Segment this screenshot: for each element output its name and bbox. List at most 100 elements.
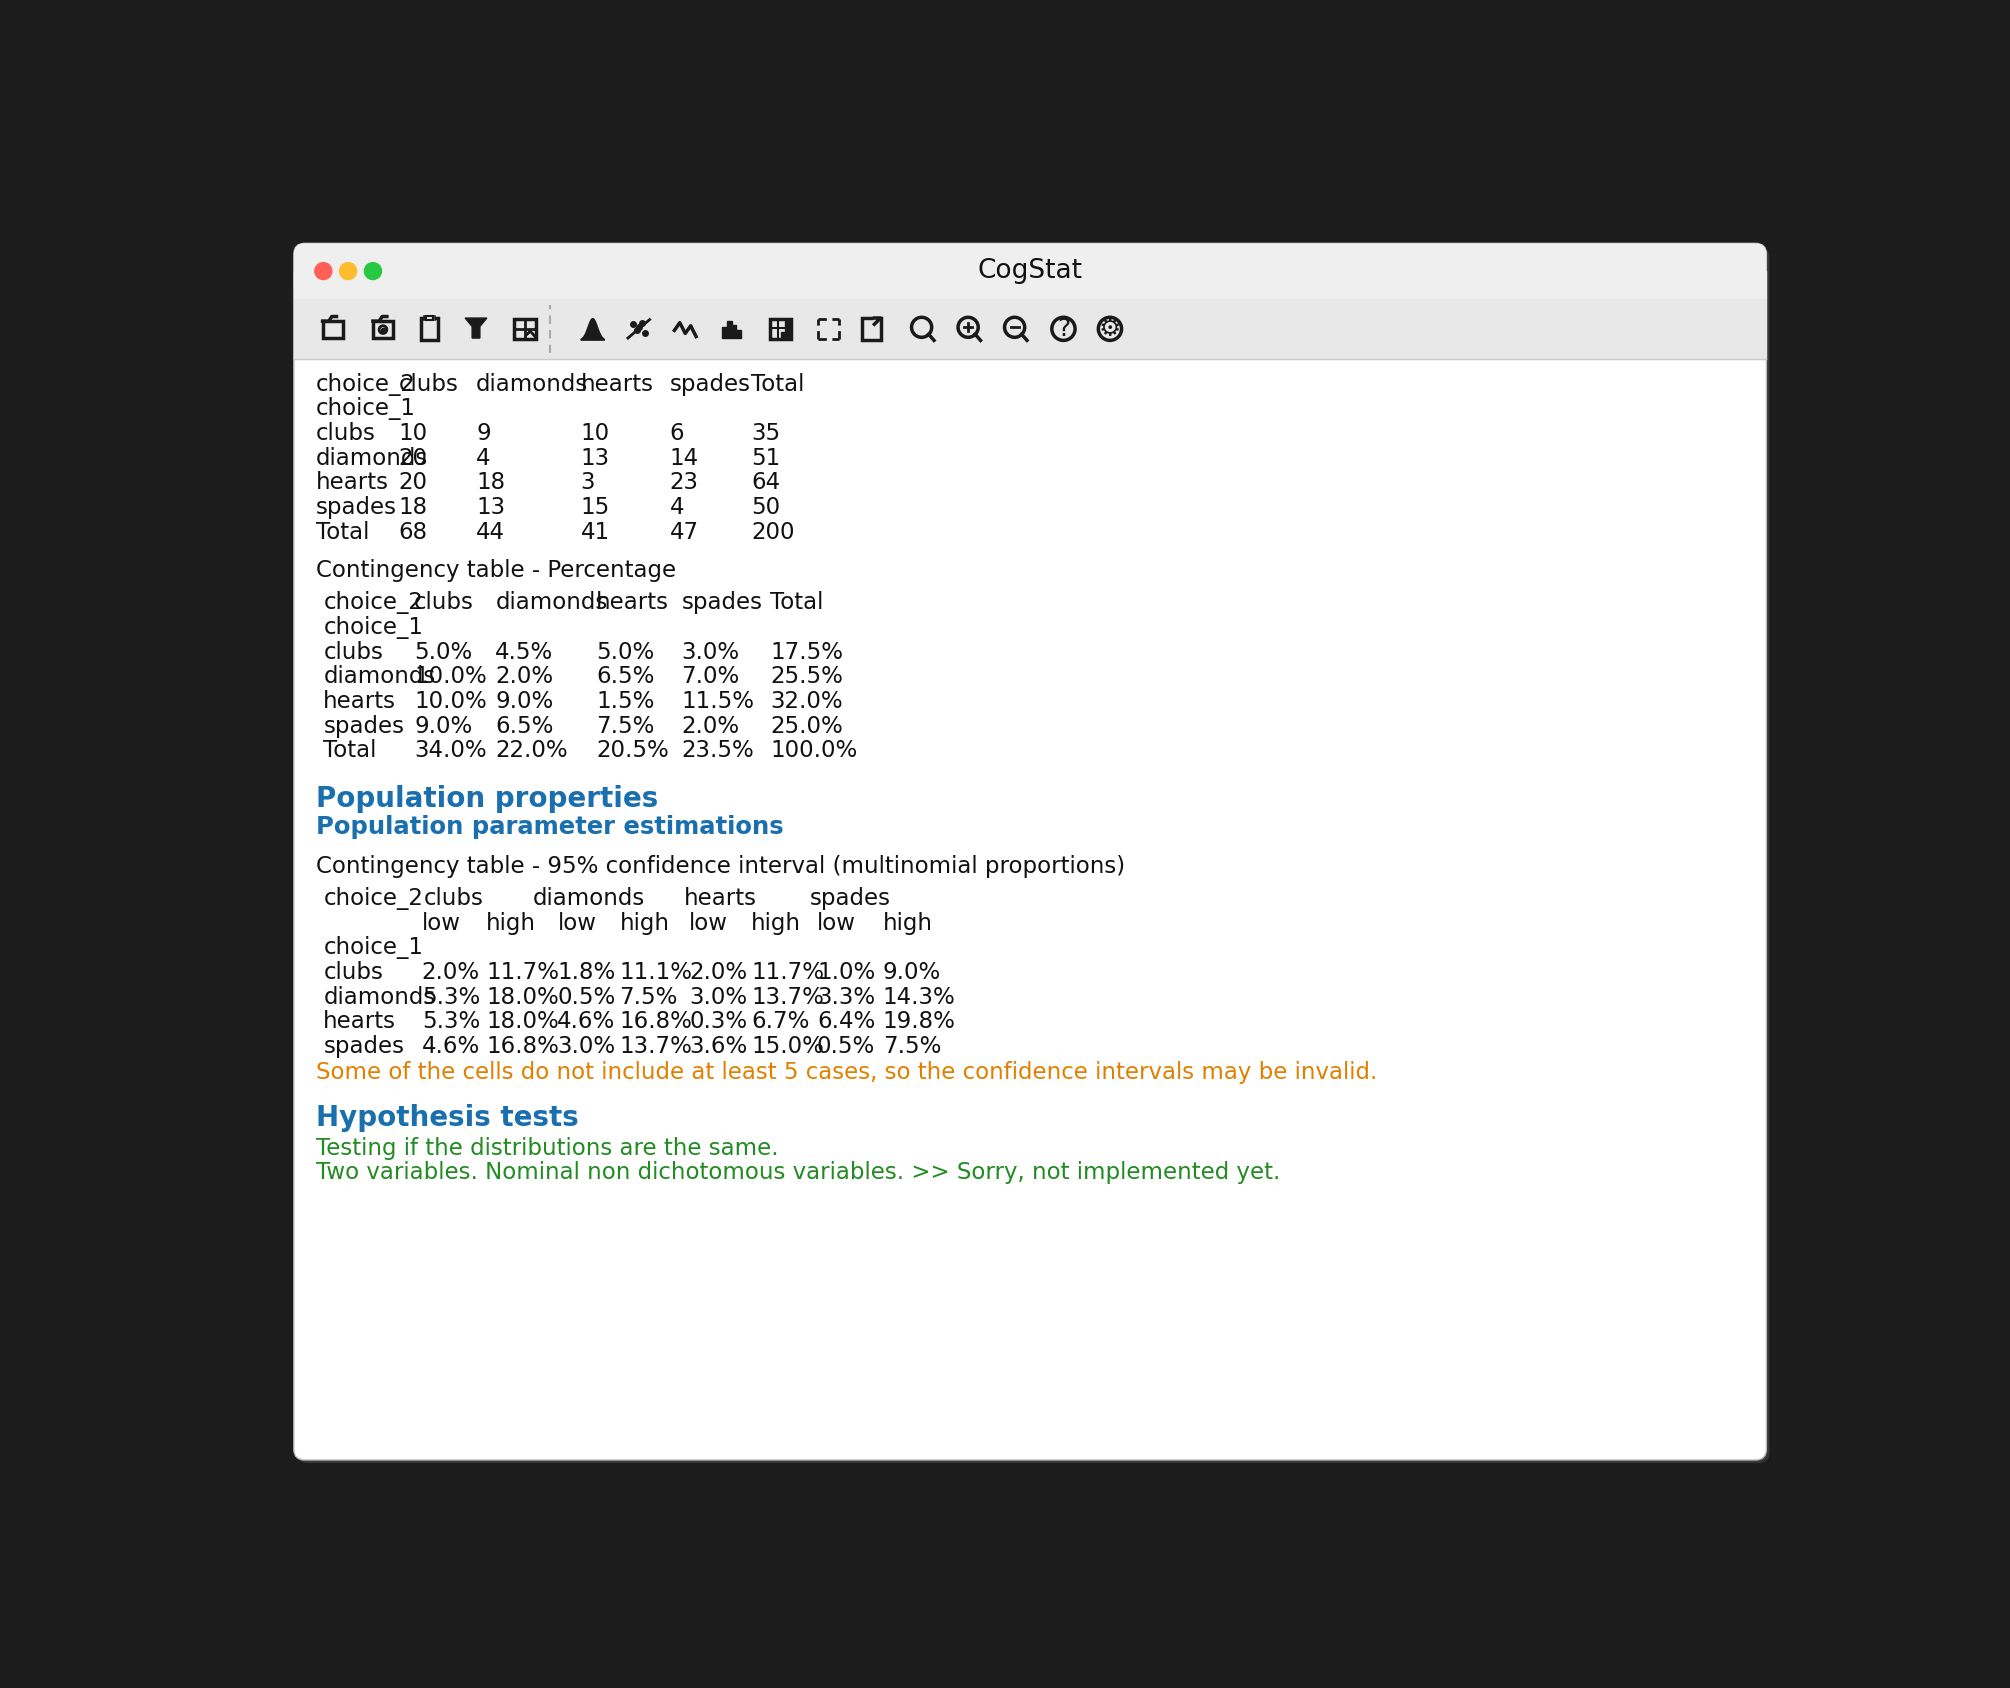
Text: 4.5%: 4.5% [494, 641, 553, 663]
Text: spades: spades [810, 888, 890, 910]
Text: 14: 14 [669, 447, 699, 469]
Text: 3.0%: 3.0% [681, 641, 740, 663]
Text: 13.7%: 13.7% [752, 986, 824, 1009]
Bar [374, 321, 394, 338]
Text: 35: 35 [752, 422, 780, 446]
Polygon shape [464, 317, 486, 338]
Text: choice_2: choice_2 [324, 591, 424, 614]
Text: 25.0%: 25.0% [770, 714, 844, 738]
FancyBboxPatch shape [293, 243, 1767, 299]
Text: 2.0%: 2.0% [422, 960, 480, 984]
Text: 2.0%: 2.0% [689, 960, 748, 984]
Text: 5.3%: 5.3% [422, 986, 480, 1009]
Text: ⚙: ⚙ [1099, 317, 1122, 341]
Text: 4: 4 [476, 447, 490, 469]
Text: 64: 64 [752, 471, 780, 495]
Text: hearts: hearts [316, 471, 388, 495]
Text: 4.6%: 4.6% [557, 1011, 615, 1033]
Bar [770, 319, 792, 339]
Text: 11.7%: 11.7% [486, 960, 559, 984]
Text: choice_1: choice_1 [316, 397, 416, 420]
Text: Total: Total [316, 520, 370, 544]
Text: hearts: hearts [597, 591, 669, 614]
Text: 0.5%: 0.5% [557, 986, 615, 1009]
Text: 4.6%: 4.6% [422, 1035, 480, 1058]
Text: 22.0%: 22.0% [494, 739, 569, 763]
Text: hearts: hearts [683, 888, 756, 910]
Text: ?: ? [1057, 317, 1069, 341]
Text: 25.5%: 25.5% [770, 665, 844, 689]
Text: 23: 23 [669, 471, 699, 495]
Text: diamonds: diamonds [476, 373, 589, 395]
Text: Two variables. Nominal non dichotomous variables. >> Sorry, not implemented yet.: Two variables. Nominal non dichotomous v… [316, 1161, 1280, 1185]
Text: spades: spades [316, 496, 396, 518]
Polygon shape [728, 321, 732, 338]
Text: low: low [689, 912, 728, 935]
Text: 11.7%: 11.7% [752, 960, 824, 984]
Text: 15: 15 [581, 496, 609, 518]
Text: 3.0%: 3.0% [557, 1035, 615, 1058]
Text: 13: 13 [581, 447, 609, 469]
Text: 1.0%: 1.0% [816, 960, 874, 984]
Text: diamonds: diamonds [324, 986, 436, 1009]
Text: 10: 10 [398, 422, 428, 446]
Text: spades: spades [324, 1035, 404, 1058]
Text: hearts: hearts [324, 690, 396, 712]
Text: 9: 9 [476, 422, 490, 446]
Text: 50: 50 [752, 496, 780, 518]
Text: 18.0%: 18.0% [486, 1011, 559, 1033]
Text: 3.3%: 3.3% [816, 986, 874, 1009]
Text: 13: 13 [476, 496, 505, 518]
Polygon shape [732, 326, 736, 338]
Text: choice_1: choice_1 [324, 616, 424, 640]
Text: choice_2: choice_2 [324, 888, 424, 910]
Text: Population properties: Population properties [316, 785, 657, 814]
Bar [420, 317, 438, 339]
Text: Population parameter estimations: Population parameter estimations [316, 815, 784, 839]
Text: 7.5%: 7.5% [597, 714, 655, 738]
Text: low: low [816, 912, 856, 935]
Text: low: low [422, 912, 460, 935]
Text: 5.0%: 5.0% [414, 641, 472, 663]
Text: 6.5%: 6.5% [494, 714, 553, 738]
Text: 9.0%: 9.0% [882, 960, 941, 984]
Text: 32.0%: 32.0% [770, 690, 842, 712]
Text: Contingency table - 95% confidence interval (multinomial proportions): Contingency table - 95% confidence inter… [316, 854, 1126, 878]
Text: 34.0%: 34.0% [414, 739, 486, 763]
Text: 4: 4 [669, 496, 683, 518]
Text: Testing if the distributions are the same.: Testing if the distributions are the sam… [316, 1136, 778, 1160]
Text: 1.5%: 1.5% [597, 690, 655, 712]
Circle shape [364, 263, 382, 280]
Text: 20.5%: 20.5% [597, 739, 669, 763]
Text: clubs: clubs [424, 888, 484, 910]
Text: CogStat: CogStat [977, 258, 1083, 284]
Text: 68: 68 [398, 520, 428, 544]
Text: 9.0%: 9.0% [414, 714, 472, 738]
Text: 5.3%: 5.3% [422, 1011, 480, 1033]
Text: 7.5%: 7.5% [882, 1035, 941, 1058]
Text: 11.5%: 11.5% [681, 690, 754, 712]
Text: 3.6%: 3.6% [689, 1035, 748, 1058]
Bar [293, 272, 1767, 299]
Text: 11.1%: 11.1% [619, 960, 691, 984]
Circle shape [316, 263, 332, 280]
Text: diamonds: diamonds [316, 447, 428, 469]
Text: 16.8%: 16.8% [619, 1011, 691, 1033]
Text: 2.0%: 2.0% [494, 665, 553, 689]
Text: 6: 6 [669, 422, 683, 446]
Bar [426, 316, 432, 321]
Text: 19.8%: 19.8% [882, 1011, 955, 1033]
Text: 20: 20 [398, 447, 428, 469]
Text: spades: spades [669, 373, 752, 395]
Text: 41: 41 [581, 520, 609, 544]
Bar [862, 317, 880, 339]
Text: 23.5%: 23.5% [681, 739, 754, 763]
Text: hearts: hearts [581, 373, 653, 395]
Text: 10.0%: 10.0% [414, 665, 486, 689]
Text: 14.3%: 14.3% [882, 986, 955, 1009]
Polygon shape [786, 321, 790, 336]
Text: clubs: clubs [316, 422, 376, 446]
Bar [515, 319, 537, 339]
Text: Total: Total [770, 591, 824, 614]
Text: diamonds: diamonds [324, 665, 436, 689]
